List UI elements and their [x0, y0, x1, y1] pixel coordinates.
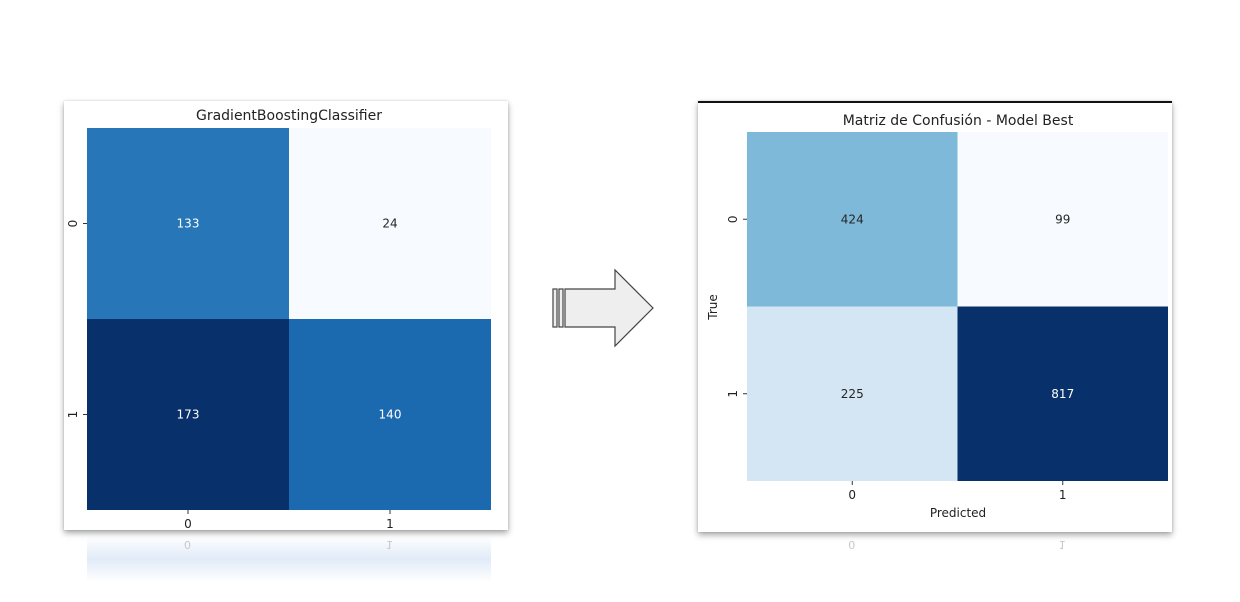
cell-value-label: 817	[1051, 387, 1074, 401]
confusion-matrix-left: GradientBoostingClassifier 133 24 173 140 0…	[66, 108, 491, 530]
cell-value-label: 133	[177, 217, 200, 231]
y-axis-label: True	[706, 294, 720, 321]
x-tick-label: 0	[848, 488, 856, 502]
x-tick-label: 1	[386, 517, 394, 530]
y-tick-label: 1	[726, 390, 740, 398]
chart-title: GradientBoostingClassifier	[196, 108, 382, 124]
cell-value-label: 99	[1055, 212, 1070, 226]
y-tick-label: 1	[66, 411, 80, 419]
x-tick-label: 0	[184, 517, 192, 530]
reflected-tick-label: 1	[386, 538, 393, 551]
reflected-tick-label: 0	[184, 538, 191, 551]
heatmap-cell	[289, 128, 491, 319]
chart-panel-left: GradientBoostingClassifier 133 24 173 140 0…	[64, 101, 508, 530]
y-tick-label: 0	[66, 220, 80, 228]
cell-value-label: 24	[382, 217, 397, 231]
cell-value-label: 225	[841, 387, 864, 401]
right-arrow-icon	[552, 268, 654, 348]
reflected-tick-label: 0	[848, 538, 856, 551]
cell-value-label: 140	[379, 408, 402, 422]
chart-title: Matriz de Confusión - Model Best	[843, 113, 1074, 129]
heatmap-cell	[957, 132, 1168, 307]
confusion-matrix-right: Matriz de Confusión - Model Best 424 99 22…	[706, 113, 1168, 520]
heatmap-cell	[87, 128, 289, 319]
reflected-tick-label: 1	[1058, 538, 1066, 551]
x-axis-label: Predicted	[930, 506, 986, 520]
heatmap-cell	[747, 306, 958, 481]
heatmap-cell	[289, 319, 491, 510]
heatmap-cell	[87, 319, 289, 510]
heatmap-cell	[957, 306, 1168, 481]
cell-value-label: 173	[177, 408, 200, 422]
y-tick-label: 0	[726, 215, 740, 223]
x-tick-label: 1	[1059, 488, 1067, 502]
heatmap-cell	[747, 132, 958, 307]
cell-value-label: 424	[841, 212, 864, 226]
chart-panel-right: Matriz de Confusión - Model Best 424 99 22…	[698, 101, 1172, 532]
